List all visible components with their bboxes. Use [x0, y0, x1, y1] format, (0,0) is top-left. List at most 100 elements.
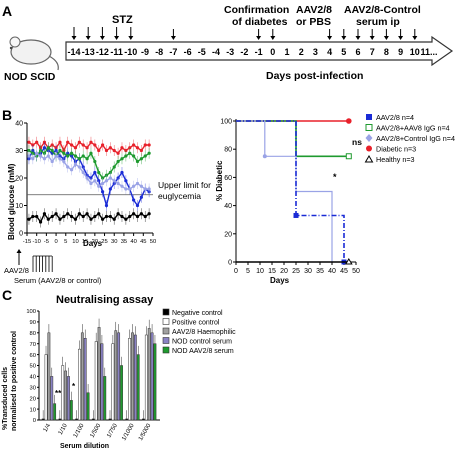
- glucose-point: [66, 165, 70, 169]
- day-label: 7: [370, 47, 375, 57]
- survival-series-line: [236, 120, 345, 262]
- glucose-point: [135, 181, 140, 186]
- glucose-point: [81, 143, 85, 147]
- survival-x-tick-label: 25: [292, 268, 300, 275]
- stz-arrows: [71, 27, 134, 40]
- survival-end-marker: [346, 118, 352, 124]
- bar-legend-label: AAV2/8 Haemophilic: [172, 329, 236, 336]
- stz-arrow-head: [114, 36, 120, 40]
- glucose-point: [35, 151, 39, 155]
- day-label: -6: [184, 47, 192, 57]
- bar: [75, 418, 78, 421]
- bar: [128, 338, 131, 421]
- glucose-point: [50, 159, 54, 164]
- glucose-point: [58, 217, 62, 221]
- glucose-point: [27, 217, 31, 221]
- day-label: 6: [355, 47, 360, 57]
- stz-arrow-head: [85, 36, 91, 40]
- stz-label: STZ: [112, 14, 133, 26]
- upper-limit-label-2: euglycemia: [158, 191, 201, 201]
- bar-legend-swatch: [162, 308, 170, 316]
- bar: [147, 328, 151, 421]
- day-label: -11: [110, 47, 123, 57]
- glucose-point: [135, 146, 140, 150]
- bar-x-label: Serum dilution: [60, 443, 109, 450]
- glucose-point: [108, 176, 112, 180]
- bar-legend-label: Positive control: [172, 320, 220, 327]
- glucose-point: [143, 187, 147, 191]
- glucose-point: [89, 140, 93, 144]
- day-label: 4: [327, 47, 332, 57]
- survival-end-marker: [345, 153, 352, 160]
- survival-x-tick-label: 10: [256, 268, 264, 275]
- timeline-axis-label: Days post-infection: [266, 70, 363, 82]
- day-label: 5: [341, 47, 346, 57]
- day-label: -5: [198, 47, 206, 57]
- glucose-point: [73, 154, 78, 158]
- bar-category-label: 1/500: [90, 422, 103, 439]
- glucose-point: [101, 143, 105, 147]
- glucose-y-label: Blood glucose (mM): [7, 163, 16, 240]
- legend-label: AAV2/8+AAV8 IgG n=4: [376, 124, 450, 133]
- glucose-point: [73, 162, 78, 166]
- glucose-point: [73, 146, 78, 150]
- glucose-x-tick-label: 40: [130, 239, 136, 245]
- glucose-point: [101, 181, 105, 186]
- stz-arrow-head: [128, 36, 134, 40]
- glucose-point: [112, 148, 116, 153]
- bar: [103, 376, 107, 421]
- day-label: -12: [96, 47, 109, 57]
- glucose-point: [46, 154, 50, 158]
- legend-marker-dot: [366, 145, 372, 152]
- day-label: -4: [212, 47, 220, 57]
- bar: [97, 327, 101, 421]
- glucose-point: [62, 214, 66, 219]
- bar-y-tick-label: 20: [30, 396, 36, 402]
- glucose-x-tick-label: 45: [140, 239, 146, 245]
- bar: [58, 418, 62, 421]
- glucose-point: [135, 203, 140, 208]
- bar-category-label: 1/100: [73, 422, 86, 439]
- day-label: -7: [169, 47, 177, 57]
- serum-arrow-head: [383, 36, 389, 40]
- glucose-point: [31, 214, 35, 219]
- glucose-x-label: Days: [83, 239, 103, 248]
- bar-legend-label: Negative control: [172, 310, 223, 317]
- bar: [150, 332, 154, 421]
- glucose-point: [69, 151, 74, 155]
- legend-marker-diamond: [365, 134, 373, 142]
- panel-a-letter: A: [2, 3, 12, 19]
- glucose-point: [101, 217, 105, 221]
- glucose-point: [69, 143, 74, 147]
- glucose-point: [132, 212, 136, 216]
- survival-x-label: Days: [270, 276, 290, 285]
- glucose-y-tick-label: 30: [15, 148, 23, 155]
- confirm-arrows: [170, 29, 262, 40]
- glucose-point: [81, 154, 85, 158]
- glucose-point: [132, 154, 136, 158]
- glucose-point: [81, 170, 85, 175]
- bar: [78, 348, 81, 421]
- glucose-point: [132, 198, 136, 202]
- glucose-point: [120, 214, 124, 219]
- aav-label-line1: AAV2/8: [296, 4, 332, 16]
- timeline-day-labels: -14 -13 -12 -11 -10 -9 -8 -7 -6 -5 -4 -3 -2 -1 0 1 2 3 4 5 6…: [67, 47, 437, 57]
- bar: [125, 418, 129, 421]
- bar: [44, 354, 48, 421]
- bar-legend-swatch: [162, 337, 170, 344]
- glucose-point: [124, 187, 128, 191]
- survival-y-tick-label: 0: [228, 260, 232, 267]
- bar: [133, 334, 137, 421]
- glucose-point: [93, 214, 97, 219]
- significance-double-star: **: [55, 389, 62, 398]
- bar-y-tick-label: 40: [30, 375, 36, 381]
- aav-arrows: [270, 29, 276, 40]
- glucose-point: [97, 184, 101, 188]
- bar: [80, 332, 84, 421]
- glucose-point: [69, 168, 74, 172]
- survival-x-tick-label: 15: [268, 268, 276, 275]
- survival-y-tick-label: 20: [224, 231, 232, 238]
- day-label: 9: [398, 47, 403, 57]
